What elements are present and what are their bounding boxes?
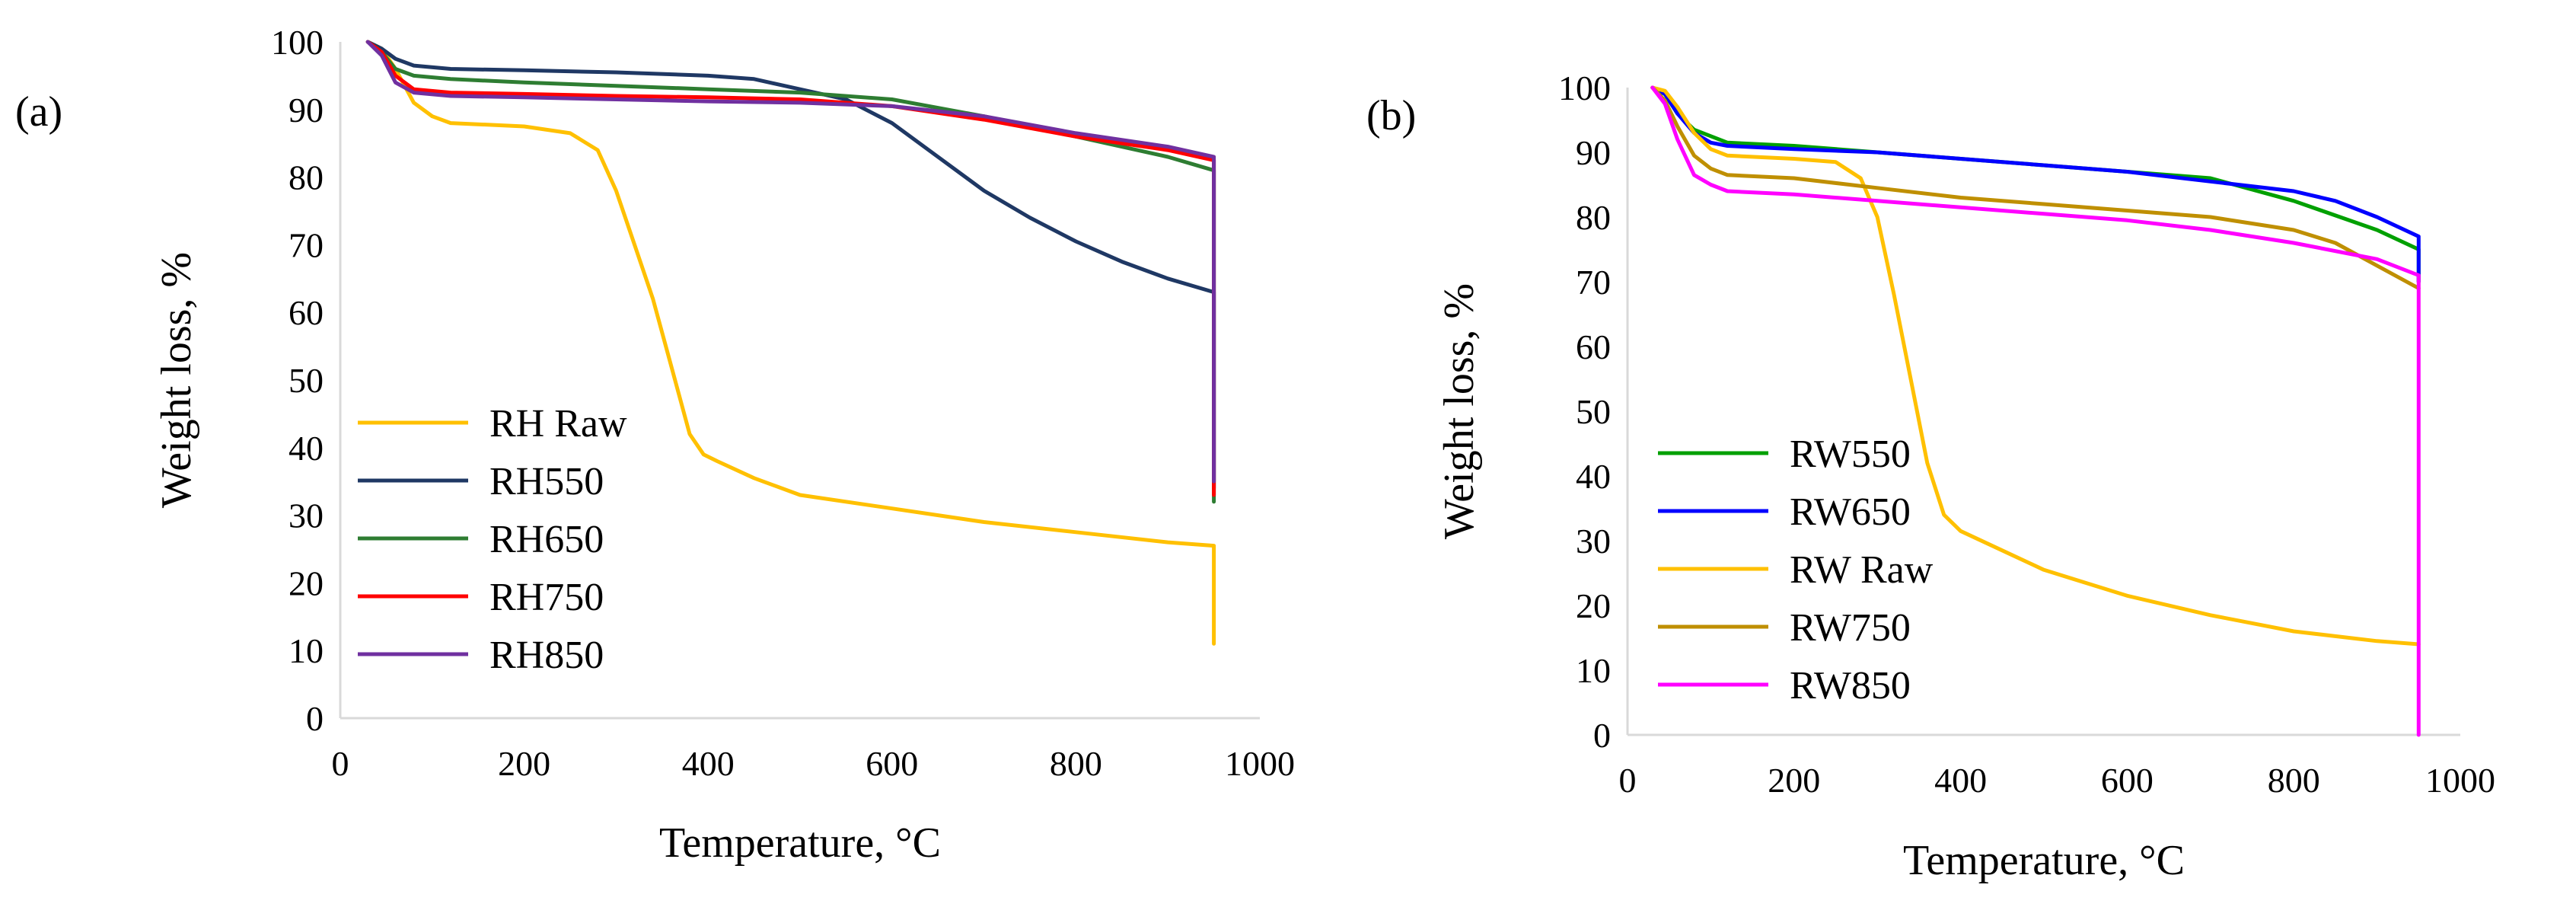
y-tick-label: 90: [289, 91, 324, 129]
x-axis-title: Temperature, °C: [1903, 837, 2185, 884]
panel-label: (b): [1366, 92, 1416, 139]
legend-label: RH Raw: [489, 402, 627, 446]
series-line-rw650: [1650, 85, 2421, 284]
x-tick-label: 1000: [1225, 744, 1295, 783]
legend-label: RW750: [1790, 606, 1911, 650]
series-line-rh850: [365, 40, 1216, 484]
legend-label: RW650: [1790, 490, 1911, 534]
y-tick-label: 70: [289, 225, 324, 264]
x-tick-label: 200: [498, 744, 550, 783]
legend: RH Raw RH550 RH650 RH750 RH850: [358, 402, 627, 677]
x-tick-label: 600: [866, 744, 918, 783]
y-tick-label: 100: [1558, 69, 1611, 107]
y-tick-label: 60: [1576, 327, 1611, 366]
x-tick-label: 400: [1934, 761, 1987, 800]
y-tick-label: 10: [289, 631, 324, 670]
x-tick-label: 600: [2101, 761, 2154, 800]
panel-label: (a): [15, 88, 62, 136]
legend-label: RH850: [489, 634, 604, 677]
y-tick-label: 90: [1576, 133, 1611, 172]
y-tick-label: 30: [1576, 522, 1611, 560]
y-tick-label: 50: [289, 361, 324, 400]
y-tick-label: 10: [1576, 651, 1611, 690]
y-tick-label: 0: [306, 699, 324, 738]
y-tick-label: 30: [289, 497, 324, 535]
x-axis-title: Temperature, °C: [659, 819, 941, 867]
legend-label: RH550: [489, 460, 604, 503]
y-tick-label: 60: [289, 293, 324, 332]
y-tick-label: 80: [289, 158, 324, 197]
series-line-rw550: [1650, 85, 2421, 284]
x-tick-label: 1000: [2425, 761, 2495, 800]
legend-label: RH650: [489, 518, 604, 561]
legend: RW550 RW650 RW Raw RW750 RW850: [1658, 433, 1934, 707]
y-tick-label: 0: [1593, 716, 1611, 755]
y-tick-label: 20: [1576, 586, 1611, 625]
x-tick-label: 800: [1050, 744, 1102, 783]
x-tick-label: 0: [1619, 761, 1637, 800]
legend-label: RW Raw: [1790, 548, 1934, 592]
legend-label: RH750: [489, 576, 604, 619]
series-line-rw-raw: [1650, 85, 2421, 647]
y-axis-title: Weight loss, %: [1436, 283, 1483, 539]
x-tick-label: 400: [682, 744, 735, 783]
series-line-rh750: [365, 40, 1216, 497]
x-tick-label: 0: [332, 744, 349, 783]
y-tick-label: 20: [289, 564, 324, 602]
legend-label: RW550: [1790, 433, 1911, 476]
y-tick-label: 40: [1576, 457, 1611, 496]
series-line-rw850: [1650, 85, 2421, 737]
y-tick-label: 80: [1576, 198, 1611, 237]
y-tick-label: 50: [1576, 392, 1611, 431]
series-line-rh650: [365, 40, 1216, 504]
x-tick-label: 200: [1768, 761, 1820, 800]
y-tick-label: 100: [271, 23, 324, 62]
series-line-rw750: [1650, 85, 2421, 290]
y-axis-title: Weight loss, %: [153, 252, 200, 508]
y-tick-label: 40: [289, 429, 324, 468]
x-tick-label: 800: [2268, 761, 2320, 800]
y-tick-label: 70: [1576, 263, 1611, 302]
series-line-rh-raw: [365, 40, 1216, 646]
legend-label: RW850: [1790, 664, 1911, 707]
